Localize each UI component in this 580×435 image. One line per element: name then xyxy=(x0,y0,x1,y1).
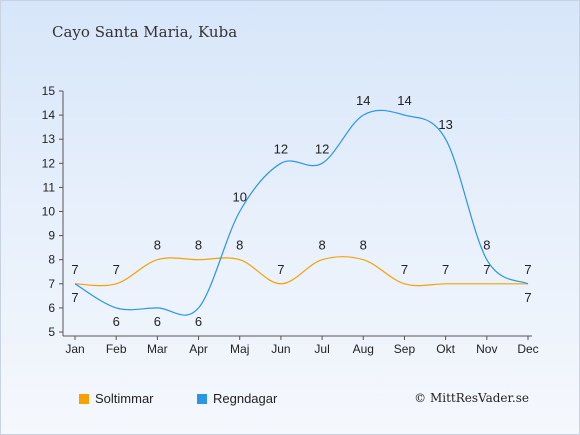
data-label-soltimmar: 8 xyxy=(236,238,243,253)
y-tick-label: 6 xyxy=(48,301,55,315)
legend-label-soltimmar: Soltimmar xyxy=(95,391,154,406)
y-tick-label: 7 xyxy=(48,277,55,291)
legend-swatch-soltimmar xyxy=(79,393,89,404)
y-tick-label: 8 xyxy=(48,253,55,267)
x-tick-label: Nov xyxy=(476,342,497,356)
legend-label-regndagar: Regndagar xyxy=(213,391,278,406)
data-label-soltimmar: 8 xyxy=(154,238,161,253)
data-label-soltimmar: 7 xyxy=(277,262,284,277)
x-tick-label: Okt xyxy=(436,342,455,356)
x-tick-label: Apr xyxy=(189,342,208,356)
legend-item-soltimmar: Soltimmar xyxy=(79,391,154,406)
data-label-regndagar: 7 xyxy=(71,290,78,305)
x-tick-label: Jan xyxy=(65,342,84,356)
data-label-regndagar: 13 xyxy=(438,117,452,132)
data-label-soltimmar: 7 xyxy=(524,262,531,277)
y-tick-label: 14 xyxy=(42,108,56,122)
x-tick-label: Maj xyxy=(230,342,249,356)
x-tick-label: Aug xyxy=(353,342,374,356)
y-tick-label: 13 xyxy=(42,132,56,146)
data-label-soltimmar: 7 xyxy=(71,262,78,277)
data-label-regndagar: 6 xyxy=(113,314,120,329)
credit-text: © MittResVader.se xyxy=(414,391,529,405)
series-line-regndagar xyxy=(74,109,529,316)
x-tick-label: Dec xyxy=(517,342,538,356)
y-tick-label: 5 xyxy=(48,325,55,339)
data-label-soltimmar: 7 xyxy=(401,262,408,277)
y-tick-label: 11 xyxy=(43,180,56,194)
x-tick-label: Feb xyxy=(106,342,127,356)
legend-item-regndagar: Regndagar xyxy=(197,391,277,406)
x-tick-label: Mar xyxy=(147,342,168,356)
y-tick-label: 15 xyxy=(42,84,56,98)
data-label-soltimmar: 7 xyxy=(113,262,120,277)
data-label-regndagar: 12 xyxy=(274,141,288,156)
data-label-regndagar: 12 xyxy=(315,141,329,156)
data-label-soltimmar: 7 xyxy=(442,262,449,277)
x-tick-label: Jun xyxy=(271,342,290,356)
data-label-soltimmar: 8 xyxy=(195,238,202,253)
y-tick-label: 9 xyxy=(48,229,55,243)
data-label-regndagar: 14 xyxy=(397,93,411,108)
y-tick-label: 12 xyxy=(42,156,56,170)
data-label-regndagar: 14 xyxy=(356,93,370,108)
data-label-regndagar: 8 xyxy=(483,238,490,253)
data-label-soltimmar: 7 xyxy=(483,262,490,277)
x-tick-label: Jul xyxy=(314,342,329,356)
x-tick-label: Sep xyxy=(394,342,416,356)
data-label-regndagar: 7 xyxy=(524,290,531,305)
data-label-soltimmar: 8 xyxy=(360,238,367,253)
data-label-regndagar: 6 xyxy=(154,314,161,329)
series-line-soltimmar xyxy=(74,256,528,287)
y-tick-label: 10 xyxy=(42,205,56,219)
legend-swatch-regndagar xyxy=(197,393,207,404)
data-label-regndagar: 6 xyxy=(195,314,202,329)
data-label-soltimmar: 8 xyxy=(318,238,325,253)
chart-title: Cayo Santa Maria, Kuba xyxy=(52,23,238,41)
data-label-regndagar: 10 xyxy=(232,190,246,205)
